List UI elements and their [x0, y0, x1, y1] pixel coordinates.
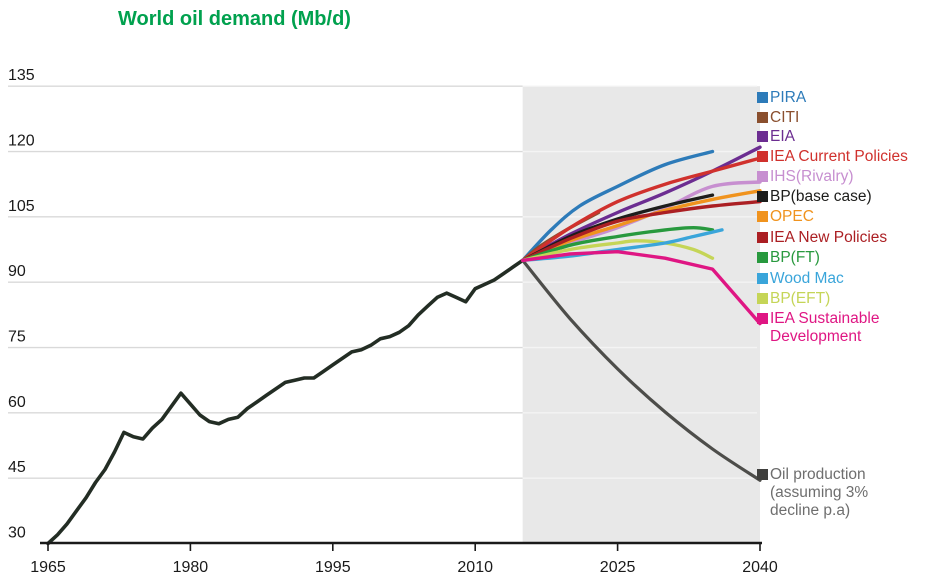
series-line-pira	[521, 149, 715, 263]
legend-swatch-iea-current-policies	[757, 151, 768, 162]
legend-item-citi: CITI	[757, 109, 799, 126]
y-tick-label-90: 90	[8, 263, 26, 280]
legend-label-iea-sustainable-development: IEA Sustainable Development	[770, 310, 879, 345]
legend-swatch-citi	[757, 112, 768, 123]
legend-label-opec: OPEC	[770, 208, 814, 225]
legend-label-bp-eft: BP(EFT)	[770, 290, 830, 307]
legend-label-iea-new-policies: IEA New Policies	[770, 229, 887, 246]
forecast-region	[522, 86, 760, 544]
legend-label-bp-ft: BP(FT)	[770, 249, 820, 266]
y-tick-label-45: 45	[8, 459, 26, 476]
legend-swatch-bp-eft	[757, 293, 768, 304]
x-tick-label-1965: 1965	[30, 559, 66, 576]
legend-label-bp-base-case: BP(base case)	[770, 188, 872, 205]
legend-label-iea-current-policies: IEA Current Policies	[770, 148, 908, 165]
y-tick-label-75: 75	[8, 329, 26, 346]
legend-label-ihs-rivalry: IHS(Rivalry)	[770, 168, 854, 185]
legend-item-bp-ft: BP(FT)	[757, 249, 820, 266]
legend-item-opec: OPEC	[757, 208, 814, 225]
legend-swatch-pira	[757, 92, 768, 103]
series-line-bp-eft	[521, 239, 715, 263]
series-line-oil-production-assuming-3-decline-p-a	[521, 258, 762, 482]
x-tick-label-2040: 2040	[742, 559, 778, 576]
legend-label-oil-production-assuming-3-decline-p-a: Oil production (assuming 3% decline p.a)	[770, 466, 868, 519]
chart-title: World oil demand (Mb/d)	[118, 8, 351, 30]
series-line-iea-current-policies	[521, 156, 762, 263]
y-tick-label-120: 120	[8, 133, 35, 150]
legend-swatch-eia	[757, 131, 768, 142]
legend-swatch-bp-base-case	[757, 191, 768, 202]
legend-item-pira: PIRA	[757, 89, 807, 106]
series-line-bp-ft	[521, 226, 715, 263]
y-tick-label-135: 135	[8, 67, 35, 84]
x-tick-label-2025: 2025	[600, 559, 636, 576]
x-tick-label-1980: 1980	[173, 559, 209, 576]
legend-swatch-iea-new-policies	[757, 232, 768, 243]
legend-swatch-iea-sustainable-development	[757, 313, 768, 324]
y-tick-label-60: 60	[8, 394, 26, 411]
legend-item-iea-sustainable-development: IEA Sustainable Development	[757, 310, 879, 345]
legend-swatch-opec	[757, 211, 768, 222]
x-tick-label-1995: 1995	[315, 559, 351, 576]
y-tick-label-105: 105	[8, 198, 35, 215]
legend-swatch-wood-mac	[757, 273, 768, 284]
legend-item-oil-production-assuming-3-decline-p-a: Oil production (assuming 3% decline p.a)	[757, 466, 868, 519]
legend-label-eia: EIA	[770, 128, 796, 145]
legend-swatch-bp-ft	[757, 252, 768, 263]
y-tick-label-30: 30	[8, 525, 26, 542]
legend-item-eia: EIA	[757, 128, 796, 145]
series-line-wood-mac	[521, 228, 724, 263]
x-tick-label-2010: 2010	[457, 559, 493, 576]
legend-swatch-oil-production-assuming-3-decline-p-a	[757, 469, 768, 480]
legend-label-wood-mac: Wood Mac	[770, 270, 844, 287]
legend-item-iea-new-policies: IEA New Policies	[757, 229, 887, 246]
legend-item-wood-mac: Wood Mac	[757, 270, 844, 287]
legend-item-bp-eft: BP(EFT)	[757, 290, 830, 307]
series-line-iea-sustainable-development	[521, 250, 762, 326]
series-line-iea-new-policies	[521, 199, 762, 263]
legend-item-iea-current-policies: IEA Current Policies	[757, 148, 908, 165]
legend-item-bp-base-case: BP(base case)	[757, 188, 872, 205]
series-line-world-oil-demand-historical	[46, 258, 525, 546]
legend-item-ihs-rivalry: IHS(Rivalry)	[757, 168, 854, 185]
legend-swatch-ihs-rivalry	[757, 171, 768, 182]
legend-label-pira: PIRA	[770, 89, 807, 106]
legend-label-citi: CITI	[770, 109, 799, 126]
